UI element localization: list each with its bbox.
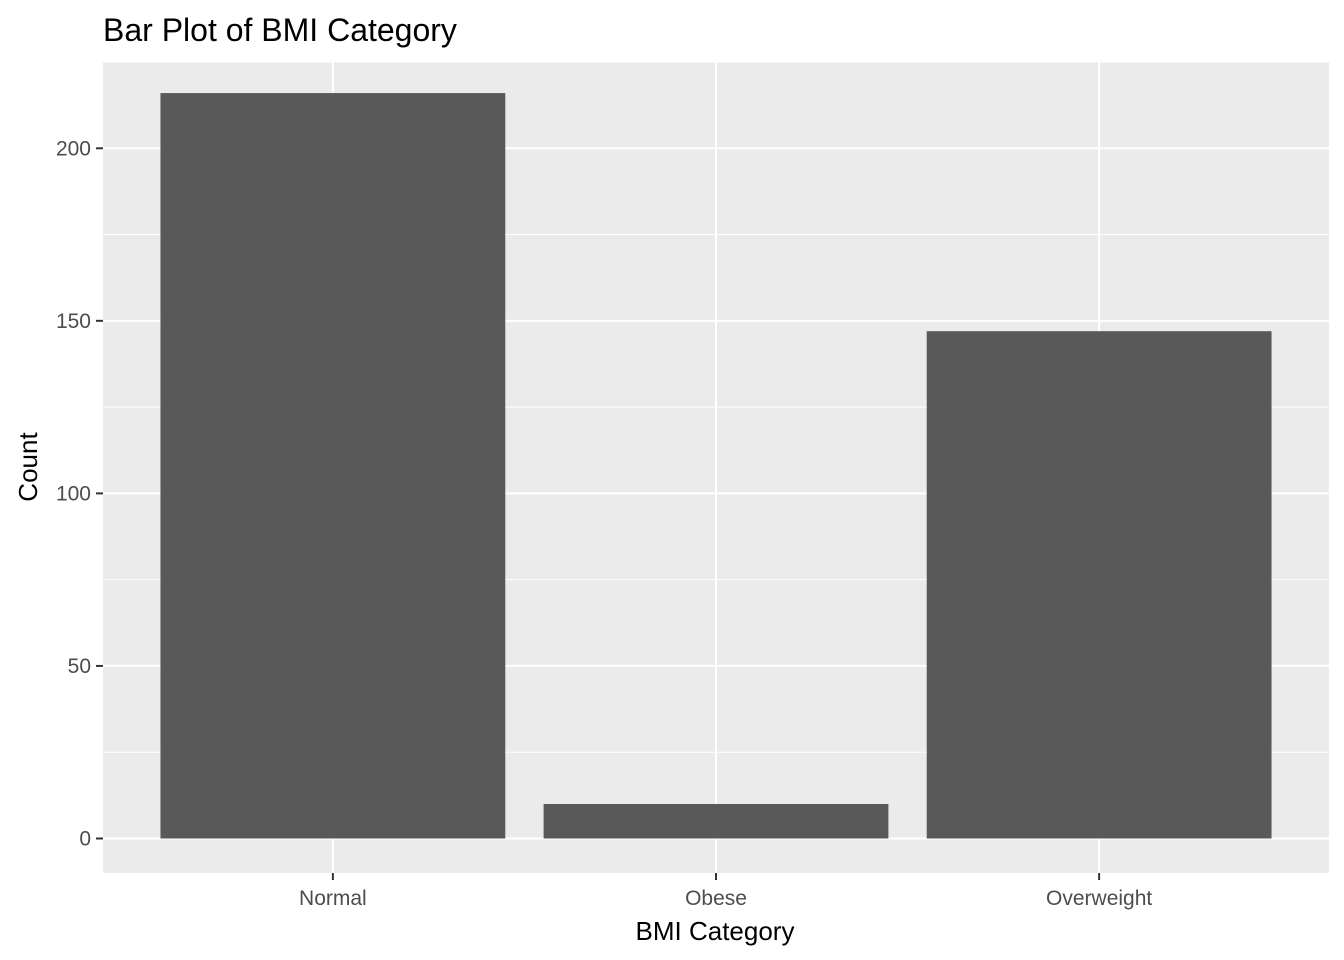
x-tick-label: Normal xyxy=(299,887,367,910)
y-tick-label: 200 xyxy=(56,137,91,160)
y-tick-label: 100 xyxy=(56,482,91,505)
x-tick-label: Overweight xyxy=(1046,887,1152,910)
chart-title: Bar Plot of BMI Category xyxy=(103,12,457,48)
bar-normal xyxy=(160,93,506,839)
y-axis: 0 50 100 150 200 xyxy=(56,137,103,850)
bar-obese xyxy=(543,803,889,839)
bar-overweight xyxy=(926,331,1272,839)
x-tick-label: Obese xyxy=(685,887,747,910)
y-tick-label: 150 xyxy=(56,310,91,333)
y-tick-label: 0 xyxy=(79,827,91,850)
y-axis-title: Count xyxy=(13,432,43,502)
x-axis-title: BMI Category xyxy=(636,916,795,946)
x-axis: Normal Obese Overweight xyxy=(299,873,1152,910)
y-tick-label: 50 xyxy=(68,655,91,678)
bars xyxy=(160,93,1272,839)
